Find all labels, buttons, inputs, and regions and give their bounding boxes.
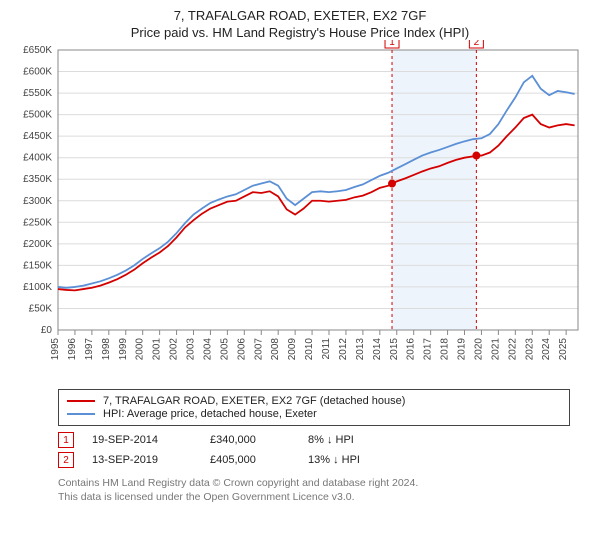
svg-text:2016: 2016 xyxy=(406,338,417,361)
legend-swatch xyxy=(67,400,95,402)
legend-item: 7, TRAFALGAR ROAD, EXETER, EX2 7GF (deta… xyxy=(67,395,561,407)
svg-text:1997: 1997 xyxy=(84,338,95,361)
svg-text:£250K: £250K xyxy=(23,217,52,228)
legend-item: HPI: Average price, detached house, Exet… xyxy=(67,408,561,420)
footer-note: Contains HM Land Registry data © Crown c… xyxy=(58,476,570,504)
svg-text:£300K: £300K xyxy=(23,196,52,207)
legend-label: 7, TRAFALGAR ROAD, EXETER, EX2 7GF (deta… xyxy=(103,395,405,407)
svg-text:2021: 2021 xyxy=(490,338,501,361)
svg-text:2005: 2005 xyxy=(219,338,230,361)
svg-text:2006: 2006 xyxy=(236,338,247,361)
sale-row: 2 13-SEP-2019 £405,000 13% ↓ HPI xyxy=(58,452,570,468)
chart-subtitle: Price paid vs. HM Land Registry's House … xyxy=(0,25,600,40)
svg-text:£200K: £200K xyxy=(23,239,52,250)
svg-text:2007: 2007 xyxy=(253,338,264,361)
svg-text:2002: 2002 xyxy=(169,338,180,361)
legend-swatch xyxy=(67,413,95,415)
svg-text:2010: 2010 xyxy=(304,338,315,361)
sale-date: 13-SEP-2019 xyxy=(92,454,192,466)
legend-label: HPI: Average price, detached house, Exet… xyxy=(103,408,317,420)
sale-delta: 13% ↓ HPI xyxy=(308,454,360,466)
svg-text:1998: 1998 xyxy=(101,338,112,361)
svg-text:2000: 2000 xyxy=(135,338,146,361)
chart-title: 7, TRAFALGAR ROAD, EXETER, EX2 7GF xyxy=(0,8,600,23)
svg-text:2012: 2012 xyxy=(338,338,349,361)
svg-text:2020: 2020 xyxy=(473,338,484,361)
svg-text:£0: £0 xyxy=(41,325,53,336)
svg-text:2024: 2024 xyxy=(541,338,552,361)
svg-text:2019: 2019 xyxy=(457,338,468,361)
svg-text:£600K: £600K xyxy=(23,67,52,78)
svg-text:£350K: £350K xyxy=(23,174,52,185)
svg-text:2: 2 xyxy=(474,40,480,48)
svg-text:1996: 1996 xyxy=(67,338,78,361)
sales-list: 1 19-SEP-2014 £340,000 8% ↓ HPI 2 13-SEP-2019… xyxy=(58,432,570,468)
svg-text:2013: 2013 xyxy=(355,338,366,361)
footer-line-2: This data is licensed under the Open Gov… xyxy=(58,490,570,504)
svg-text:2001: 2001 xyxy=(152,338,163,361)
svg-text:2011: 2011 xyxy=(321,338,332,360)
svg-text:2003: 2003 xyxy=(186,338,197,361)
svg-text:1: 1 xyxy=(389,40,395,48)
svg-text:2018: 2018 xyxy=(440,338,451,361)
svg-text:1999: 1999 xyxy=(118,338,129,361)
sale-price: £405,000 xyxy=(210,454,290,466)
svg-text:£100K: £100K xyxy=(23,282,52,293)
svg-text:1995: 1995 xyxy=(50,338,61,361)
sale-marker: 2 xyxy=(58,452,74,468)
svg-text:£450K: £450K xyxy=(23,131,52,142)
sale-row: 1 19-SEP-2014 £340,000 8% ↓ HPI xyxy=(58,432,570,448)
svg-text:2004: 2004 xyxy=(202,338,213,361)
sale-date: 19-SEP-2014 xyxy=(92,434,192,446)
svg-text:2009: 2009 xyxy=(287,338,298,361)
sale-delta: 8% ↓ HPI xyxy=(308,434,354,446)
svg-text:2008: 2008 xyxy=(270,338,281,361)
svg-text:£50K: £50K xyxy=(29,303,53,314)
svg-text:£550K: £550K xyxy=(23,88,52,99)
svg-text:£650K: £650K xyxy=(23,45,52,56)
svg-text:2014: 2014 xyxy=(372,338,383,361)
sale-price: £340,000 xyxy=(210,434,290,446)
svg-text:2023: 2023 xyxy=(524,338,535,361)
price-chart: £0 £50K £100K £150K £200K £250K £300K £350K £400… xyxy=(0,40,600,385)
svg-text:2015: 2015 xyxy=(389,338,400,361)
svg-text:2025: 2025 xyxy=(558,338,569,361)
svg-text:£400K: £400K xyxy=(23,153,52,164)
footer-line-1: Contains HM Land Registry data © Crown c… xyxy=(58,476,570,490)
svg-text:£150K: £150K xyxy=(23,260,52,271)
legend: 7, TRAFALGAR ROAD, EXETER, EX2 7GF (deta… xyxy=(58,389,570,426)
svg-text:2017: 2017 xyxy=(423,338,434,361)
svg-text:2022: 2022 xyxy=(507,338,518,361)
sale-marker: 1 xyxy=(58,432,74,448)
svg-text:£500K: £500K xyxy=(23,110,52,121)
